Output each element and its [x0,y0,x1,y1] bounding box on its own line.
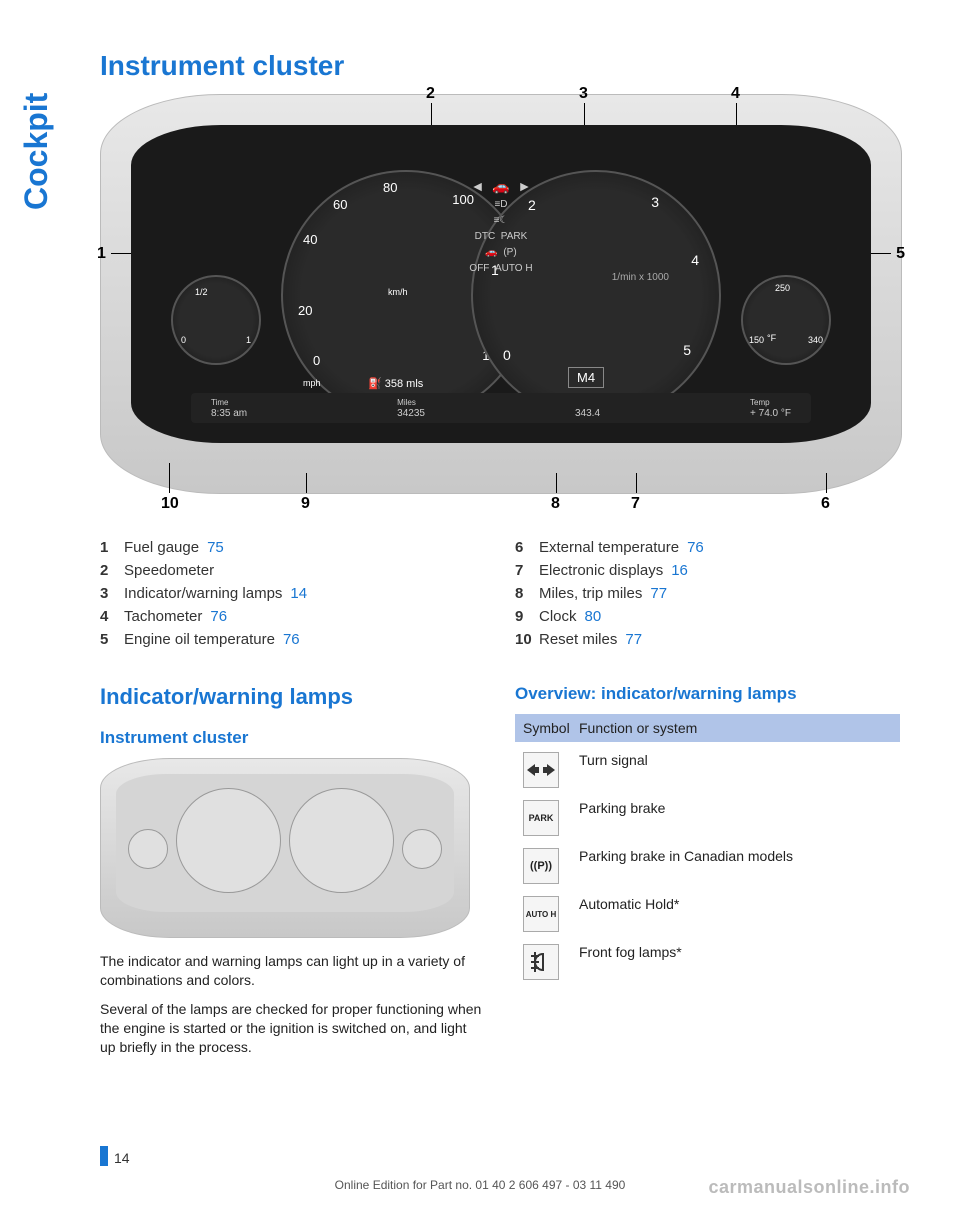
page-ref[interactable]: 16 [671,562,688,579]
callout-line [556,473,557,493]
page-ref[interactable]: 77 [650,585,667,602]
subsection-title: Indicator/warning lamps [100,684,485,710]
table-row: ((P)) Parking brake in Canadian models [515,842,900,890]
callout-6: 6 [821,495,830,513]
legend-item: 7Electronic displays16 [515,562,900,579]
oil-temp-gauge: 150 250 340 °F [741,275,831,365]
section-title: Instrument cluster [100,50,900,82]
page-ref[interactable]: 76 [687,539,704,556]
legend-item: 8Miles, trip miles77 [515,585,900,602]
legend-item: 2Speedometer [100,562,485,579]
legend-list-right: 6External temperature76 7Electronic disp… [515,539,900,648]
legend-list-left: 1Fuel gauge75 2Speedometer 3Indicator/wa… [100,539,485,648]
lower-columns: Indicator/warning lamps Instrument clust… [100,684,900,1066]
page-content: Instrument cluster 2 3 4 1 5 10 9 8 7 6 … [100,0,900,1066]
legend-item: 4Tachometer76 [100,608,485,625]
table-row: PARK Parking brake [515,794,900,842]
callout-line [826,473,827,493]
page-ref[interactable]: 76 [283,631,300,648]
legend-item: 5Engine oil temperature76 [100,631,485,648]
fuel-gauge: 0 1/2 1 [171,275,261,365]
turn-signal-icon [523,752,559,788]
callout-line [306,473,307,493]
callout-line [169,463,170,493]
auto-hold-icon: AUTO H [523,896,559,932]
fog-lamp-icon [523,944,559,980]
table-row: Turn signal [515,746,900,794]
table-row: Front fog lamps* [515,938,900,986]
table-row: AUTO H Automatic Hold* [515,890,900,938]
page-ref[interactable]: 80 [585,608,602,625]
watermark: carmanualsonline.info [708,1177,910,1198]
legend-columns: 1Fuel gauge75 2Speedometer 3Indicator/wa… [100,539,900,654]
chapter-title: Cockpit [18,93,55,210]
center-warning-icons: ◄ 🚗 ► ≡D ≡☾ DTC PARK 🚗 (P) OFF AUTO H [469,175,532,277]
subsub-title: Instrument cluster [100,728,485,748]
overview-title: Overview: indicator/warning lamps [515,684,900,704]
page-edge-marker [100,1146,108,1166]
cluster-panel: 0 1/2 1 0 20 40 60 80 100 120 140 160 mp… [131,125,871,443]
page-ref[interactable]: 77 [625,631,642,648]
gear-indicator: M4 [568,367,604,388]
legend-item: 9Clock80 [515,608,900,625]
legend-item: 10Reset miles77 [515,631,900,648]
paragraph: The indicator and warning lamps can ligh… [100,952,485,990]
callout-line [636,473,637,493]
paragraph: Several of the lamps are checked for pro… [100,1000,485,1057]
callout-5: 5 [896,245,905,263]
page-ref[interactable]: 76 [210,608,227,625]
small-cluster-figure [100,758,470,938]
park-icon: PARK [523,800,559,836]
callout-9: 9 [301,495,310,513]
legend-item: 6External temperature76 [515,539,900,556]
legend-item: 1Fuel gauge75 [100,539,485,556]
page-ref[interactable]: 75 [207,539,224,556]
callout-3: 3 [579,85,588,103]
info-strip: Time8:35 am Miles34235 343.4 Temp+ 74.0 … [191,393,811,423]
park-canada-icon: ((P)) [523,848,559,884]
callout-1: 1 [97,245,106,263]
instrument-cluster-figure: 2 3 4 1 5 10 9 8 7 6 0 1/2 1 0 20 [100,94,902,494]
page-number: 14 [114,1150,130,1166]
callout-10: 10 [161,495,179,513]
callout-2: 2 [426,85,435,103]
legend-item: 3Indicator/warning lamps14 [100,585,485,602]
callout-8: 8 [551,495,560,513]
page-ref[interactable]: 14 [290,585,307,602]
callout-7: 7 [631,495,640,513]
callout-4: 4 [731,85,740,103]
table-header: Symbol Function or system [515,714,900,742]
